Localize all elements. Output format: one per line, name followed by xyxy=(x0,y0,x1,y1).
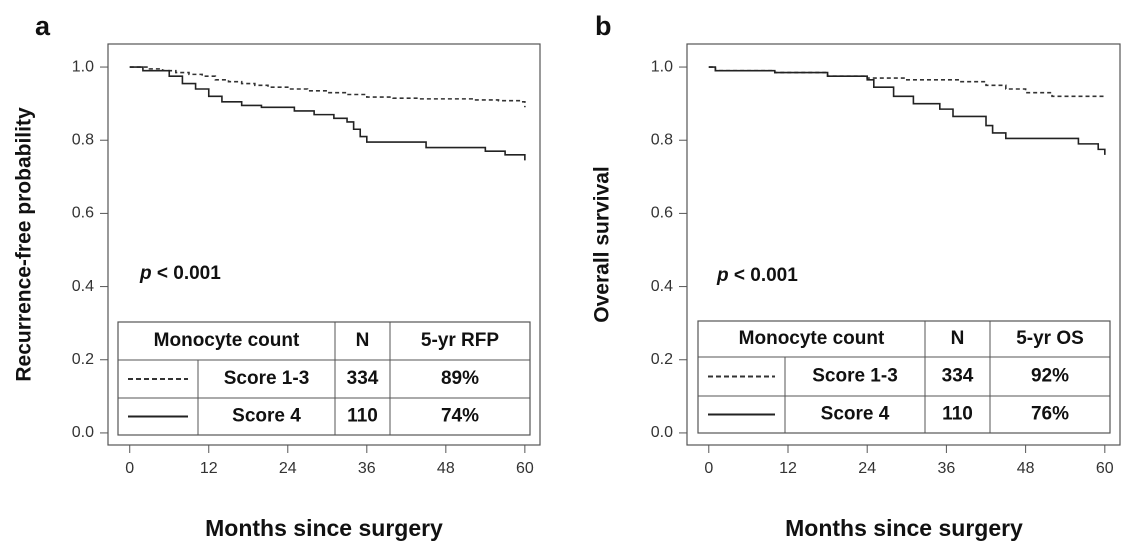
legend-entry: Score 1-3 xyxy=(224,368,310,389)
y-tick-label: 0.0 xyxy=(72,424,94,441)
table-rate: 74% xyxy=(441,406,479,427)
table-header: 5-yr RFP xyxy=(421,330,499,351)
table-n: 334 xyxy=(347,368,379,389)
x-tick-label: 24 xyxy=(858,460,876,477)
p-symbol: p xyxy=(716,265,729,286)
y-tick-label: 0.2 xyxy=(72,351,94,368)
legend-entry: Score 4 xyxy=(232,406,301,427)
x-tick-label: 24 xyxy=(279,460,297,477)
x-axis-label: Months since surgery xyxy=(785,515,1023,541)
table-header: N xyxy=(951,328,965,349)
x-tick-label: 36 xyxy=(938,460,956,477)
y-axis-label: Recurrence-free probability xyxy=(13,107,36,382)
x-tick-label: 48 xyxy=(1017,460,1035,477)
y-tick-label: 0.4 xyxy=(72,278,94,295)
x-tick-label: 0 xyxy=(704,460,713,477)
y-tick-label: 1.0 xyxy=(72,58,94,75)
x-axis-label: Months since surgery xyxy=(205,515,443,541)
table-rate: 89% xyxy=(441,368,479,389)
x-tick-label: 0 xyxy=(125,460,134,477)
table-n: 110 xyxy=(942,404,973,425)
x-tick-label: 60 xyxy=(1096,460,1114,477)
x-tick-label: 48 xyxy=(437,460,455,477)
table-header: Monocyte count xyxy=(739,328,885,349)
p-value: p < 0.001 xyxy=(139,263,221,284)
panel-label: b xyxy=(595,11,612,41)
y-tick-label: 1.0 xyxy=(651,58,673,75)
survival-curve xyxy=(129,66,526,161)
legend-entry: Score 1-3 xyxy=(812,366,898,387)
y-tick-label: 0.2 xyxy=(651,351,673,368)
y-axis-label: Overall survival xyxy=(591,166,614,322)
table-header: N xyxy=(356,330,370,351)
y-tick-label: 0.4 xyxy=(651,278,673,295)
survival-curve xyxy=(129,66,526,108)
table-n: 110 xyxy=(347,406,378,427)
p-value: p < 0.001 xyxy=(716,265,798,286)
table-n: 334 xyxy=(942,366,974,387)
y-tick-label: 0.6 xyxy=(72,205,94,222)
plot-frame xyxy=(107,43,541,446)
y-tick-label: 0.8 xyxy=(651,131,673,148)
panel-label: a xyxy=(35,11,51,41)
table-header: Monocyte count xyxy=(154,330,300,351)
p-symbol: p xyxy=(139,263,152,284)
p-text: < 0.001 xyxy=(157,263,221,284)
x-tick-label: 12 xyxy=(779,460,797,477)
table-rate: 92% xyxy=(1031,366,1069,387)
x-tick-label: 36 xyxy=(358,460,376,477)
table-rate: 76% xyxy=(1031,404,1069,425)
survival-curve xyxy=(708,66,1106,155)
y-tick-label: 0.6 xyxy=(651,205,673,222)
y-tick-label: 0.0 xyxy=(651,424,673,441)
y-tick-label: 0.8 xyxy=(72,131,94,148)
table-header: 5-yr OS xyxy=(1016,328,1084,349)
p-text: < 0.001 xyxy=(734,265,798,286)
x-tick-label: 60 xyxy=(516,460,534,477)
plot-frame xyxy=(686,43,1121,446)
x-tick-label: 12 xyxy=(200,460,218,477)
legend-entry: Score 4 xyxy=(821,404,890,425)
